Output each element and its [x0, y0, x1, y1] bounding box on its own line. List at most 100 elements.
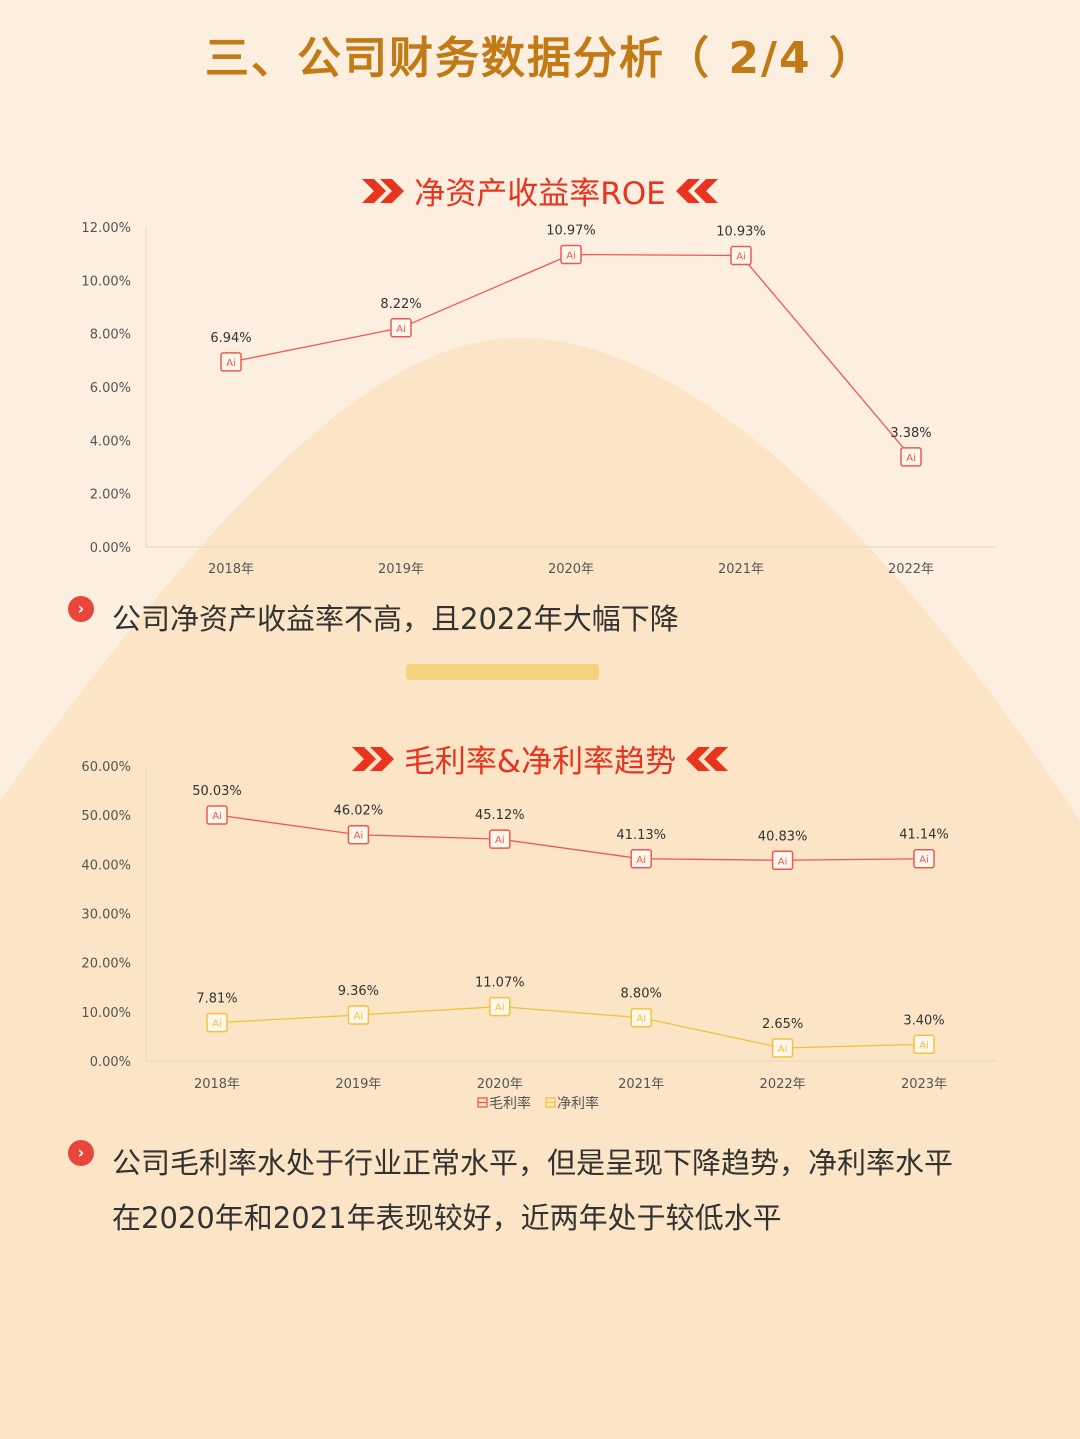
data-point: Ai: [630, 849, 652, 869]
point-marker: [630, 1007, 652, 1028]
x-tick-label: 2022年: [888, 562, 934, 577]
y-tick-label: 8.00%: [90, 328, 131, 343]
margin-chart-title: 毛利率&净利率趋势: [403, 744, 677, 780]
marker-text: Ai: [906, 453, 916, 464]
data-point: Ai: [913, 1034, 935, 1055]
data-point: Ai: [489, 829, 511, 849]
marker-text: Ai: [778, 856, 788, 867]
y-tick-label: 0.00%: [90, 541, 131, 556]
point-marker: [347, 824, 370, 845]
point-marker: [220, 352, 242, 372]
margin-conclusion: › 公司毛利率水处于行业正常水平，但是呈现下降趋势，净利率水平在2020年和20…: [68, 1136, 978, 1246]
data-label: 6.94%: [210, 331, 251, 346]
chevron-right-icon: ›: [68, 1140, 94, 1166]
y-tick-label: 50.00%: [81, 809, 131, 824]
data-label: 10.97%: [546, 223, 596, 238]
y-tick-label: 0.00%: [90, 1055, 131, 1070]
double-chevron-left-icon: [686, 746, 729, 771]
marker-text: Ai: [495, 1003, 505, 1014]
y-tick-label: 20.00%: [81, 957, 131, 972]
series-line: [216, 814, 925, 861]
marker-text: Ai: [566, 250, 576, 261]
x-tick-label: 2023年: [901, 1077, 947, 1092]
marker-text: Ai: [226, 358, 236, 369]
data-point: Ai: [347, 824, 370, 845]
point-marker: [206, 1012, 228, 1033]
marker-text: Ai: [212, 811, 222, 822]
point-marker: [489, 829, 511, 849]
data-point: Ai: [913, 848, 935, 869]
marker-text: Ai: [778, 1044, 788, 1055]
data-point: Ai: [730, 245, 752, 266]
x-tick-label: 2021年: [718, 562, 764, 577]
marker-text: Ai: [636, 1014, 646, 1025]
point-marker: [347, 1005, 370, 1025]
data-point: Ai: [771, 1038, 794, 1058]
data-point: Ai: [630, 1007, 652, 1028]
data-label: 11.07%: [475, 976, 525, 991]
legend-label: 毛利率: [489, 1095, 531, 1112]
data-label: 40.83%: [758, 829, 808, 844]
double-chevron-right-icon: [362, 178, 405, 203]
data-label: 10.93%: [716, 225, 766, 240]
data-label: 2.65%: [762, 1017, 803, 1032]
point-marker: [206, 805, 228, 825]
point-marker: [630, 849, 652, 869]
point-marker: [913, 848, 935, 869]
data-point: Ai: [347, 1005, 370, 1025]
series-line: [216, 1005, 925, 1049]
point-marker: [560, 244, 582, 265]
y-tick-label: 6.00%: [90, 381, 131, 396]
data-label: 8.80%: [621, 987, 662, 1002]
x-tick-label: 2021年: [618, 1077, 664, 1092]
x-tick-label: 2019年: [378, 562, 424, 577]
x-tick-label: 2018年: [194, 1077, 240, 1092]
y-tick-label: 4.00%: [90, 434, 131, 449]
data-label: 46.02%: [334, 804, 384, 819]
legend-label: 净利率: [557, 1095, 599, 1112]
data-point: Ai: [206, 1012, 228, 1033]
data-label: 9.36%: [338, 984, 379, 999]
point-marker: [771, 1038, 794, 1058]
data-label: 50.03%: [192, 784, 242, 799]
x-tick-label: 2022年: [760, 1077, 806, 1092]
data-label: 41.13%: [616, 828, 666, 843]
data-point: Ai: [390, 318, 412, 338]
marker-text: Ai: [396, 324, 406, 335]
data-label: 3.38%: [890, 426, 931, 441]
roe-conclusion-text: 公司净资产收益率不高，且2022年大幅下降: [112, 602, 679, 636]
data-label: 41.14%: [899, 828, 949, 843]
marker-text: Ai: [919, 1040, 929, 1051]
data-point: Ai: [206, 805, 228, 825]
series-line: [230, 253, 912, 458]
y-tick-label: 60.00%: [81, 760, 131, 775]
data-point: Ai: [900, 447, 922, 467]
data-label: 8.22%: [380, 297, 421, 312]
y-tick-label: 2.00%: [90, 488, 131, 503]
chevron-right-icon: ›: [68, 596, 94, 622]
marker-text: Ai: [212, 1019, 222, 1030]
marker-text: Ai: [736, 252, 746, 263]
x-tick-label: 2020年: [477, 1077, 523, 1092]
y-tick-label: 10.00%: [81, 274, 131, 289]
roe-chart-title: 净资产收益率ROE: [414, 176, 666, 212]
page-title: 三、公司财务数据分析（ 2/4 ）: [205, 33, 875, 84]
point-marker: [730, 245, 752, 266]
data-point: Ai: [771, 850, 794, 871]
data-label: 7.81%: [196, 992, 237, 1007]
roe-conclusion: › 公司净资产收益率不高，且2022年大幅下降: [68, 592, 968, 647]
x-tick-label: 2019年: [335, 1077, 381, 1092]
point-marker: [390, 318, 412, 338]
data-label: 45.12%: [475, 808, 525, 823]
section-divider: [406, 664, 599, 680]
y-tick-label: 12.00%: [81, 221, 131, 236]
marker-text: Ai: [354, 1011, 364, 1022]
data-label: 3.40%: [903, 1013, 944, 1028]
point-marker: [771, 850, 794, 871]
data-point: Ai: [220, 352, 242, 372]
marker-text: Ai: [354, 831, 364, 842]
marker-text: Ai: [636, 855, 646, 866]
y-tick-label: 10.00%: [81, 1006, 131, 1021]
margin-section-header: 毛利率&净利率趋势: [0, 736, 1080, 781]
